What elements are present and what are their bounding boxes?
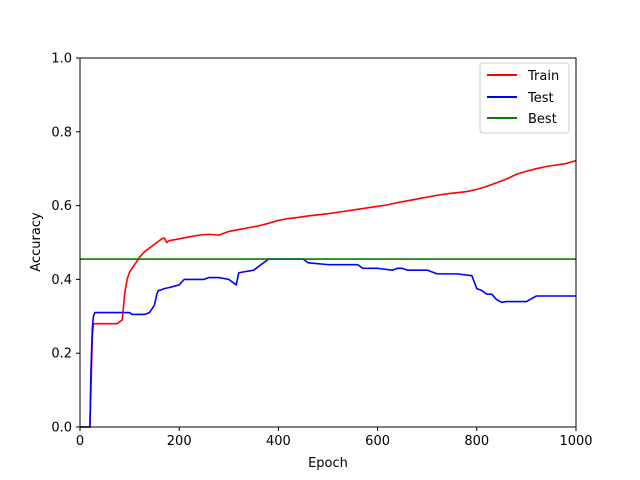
legend-box	[479, 62, 570, 134]
series-layer	[80, 159, 577, 428]
y-axis-label: Accuracy	[29, 212, 44, 272]
series-line-train	[80, 159, 577, 428]
x-tick-label: 400	[266, 434, 291, 449]
legend-label-best: Best	[528, 112, 557, 127]
axes-frame	[79, 57, 577, 428]
x-axis-ticks: 0 200 400 600 800 1000	[76, 427, 593, 449]
x-axis-label: Epoch	[308, 456, 348, 471]
x-tick-label: 0	[76, 434, 84, 449]
legend-label-test: Test	[527, 91, 554, 106]
y-tick-label: 0.6	[51, 199, 72, 214]
x-tick-label: 600	[365, 434, 390, 449]
y-tick-label: 0.4	[51, 273, 72, 288]
x-tick-label: 1000	[559, 434, 592, 449]
x-tick-label: 800	[464, 434, 489, 449]
legend-label-train: Train	[527, 69, 559, 84]
y-tick-label: 0.0	[51, 421, 72, 436]
legend: Train Test Best	[479, 62, 570, 134]
y-tick-label: 0.8	[51, 125, 72, 140]
y-axis-ticks: 0.0 0.2 0.4 0.6 0.8 1.0	[51, 52, 80, 436]
y-tick-label: 0.2	[51, 347, 72, 362]
x-tick-label: 200	[167, 434, 192, 449]
y-tick-label: 1.0	[51, 52, 72, 67]
series-line-test	[80, 258, 576, 428]
